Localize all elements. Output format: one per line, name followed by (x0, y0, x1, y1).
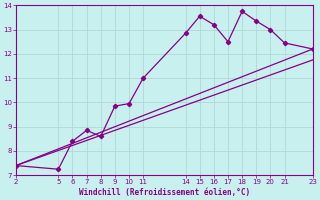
X-axis label: Windchill (Refroidissement éolien,°C): Windchill (Refroidissement éolien,°C) (79, 188, 250, 197)
